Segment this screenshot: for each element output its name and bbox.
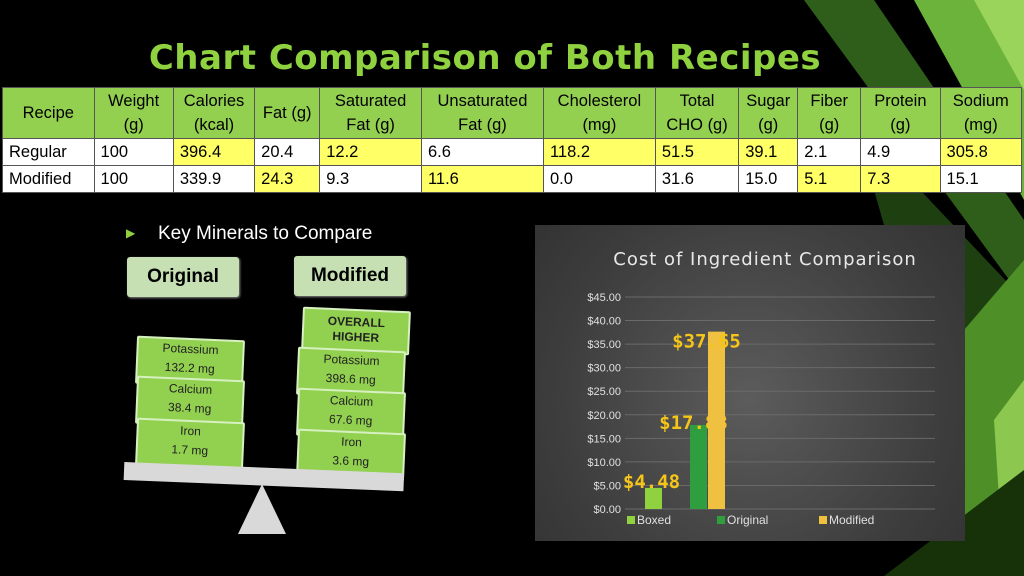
- table-cell: 20.4: [254, 138, 321, 166]
- table-cell: 396.4: [172, 138, 256, 166]
- original-label: Original: [127, 257, 239, 297]
- y-tick-label: $45.00: [587, 292, 621, 304]
- table-cell: 100: [93, 138, 174, 166]
- mineral-text: 38.4 mg: [167, 400, 212, 416]
- table-cell: 9.3: [319, 165, 422, 193]
- column-header: Calories (kcal): [172, 87, 256, 139]
- table-cell: 51.5: [654, 138, 740, 166]
- y-tick-label: $35.00: [587, 339, 621, 351]
- table-cell: 31.6: [654, 165, 740, 193]
- chart-title: Cost of Ingredient Comparison: [613, 249, 917, 270]
- legend-entry: Boxed: [637, 513, 671, 527]
- bar-original: [690, 425, 707, 509]
- column-header: Total CHO (g): [654, 87, 740, 139]
- table-cell: 11.6: [420, 165, 544, 193]
- mineral-text: HIGHER: [332, 328, 380, 346]
- legend-swatch: [717, 516, 725, 524]
- column-header: Unsaturated Fat (g): [420, 87, 544, 139]
- bar-modified: [708, 331, 725, 509]
- bar-boxed: [645, 487, 662, 509]
- table-cell: 15.0: [738, 165, 799, 193]
- table-cell: 24.3: [254, 165, 321, 193]
- y-tick-label: $15.00: [587, 433, 621, 445]
- legend-swatch: [627, 516, 635, 524]
- scale-fulcrum: [238, 484, 286, 534]
- column-header: Sodium (mg): [939, 87, 1023, 139]
- data-label-modified: $37.65: [672, 331, 741, 353]
- column-header: Sugar (g): [738, 87, 799, 139]
- y-tick-label: $40.00: [587, 316, 621, 328]
- bullet-arrow-icon: ▶: [126, 226, 136, 240]
- mineral-text: 1.7 mg: [171, 442, 209, 458]
- y-tick-label: $20.00: [587, 410, 621, 422]
- legend-swatch: [819, 516, 827, 524]
- column-header: Cholesterol (mg): [542, 87, 656, 139]
- y-tick-label: $0.00: [593, 504, 621, 516]
- legend-entry: Modified: [829, 513, 874, 527]
- modified-label: Modified: [294, 256, 406, 296]
- table-row-modified: Modified 100 339.9 24.3 9.3 11.6 0.0 31.6 15.0 5.…: [2, 165, 1023, 193]
- table-cell: 15.1: [939, 165, 1023, 193]
- table-cell: 305.8: [939, 138, 1023, 166]
- table-cell: 4.9: [860, 138, 941, 166]
- table-cell: 39.1: [738, 138, 799, 166]
- table-cell: 339.9: [172, 165, 256, 193]
- table-cell: 12.2: [319, 138, 422, 166]
- cost-chart-panel: Cost of Ingredient Comparison $0.00 $5.00 $…: [535, 225, 965, 541]
- y-tick-label: $25.00: [587, 386, 621, 398]
- data-label-boxed: $4.48: [623, 471, 680, 493]
- column-header: Protein (g): [860, 87, 941, 139]
- y-tick-label: $30.00: [587, 363, 621, 375]
- table-header-row: Recipe Weight (g) Calories (kcal) Fat (g) Sa…: [2, 87, 1023, 139]
- table-cell: 2.1: [797, 138, 862, 166]
- cost-bar-chart: Cost of Ingredient Comparison$0.00$5.00$…: [587, 249, 935, 527]
- slide-title: Chart Comparison of Both Recipes: [148, 38, 822, 78]
- minerals-heading: Key Minerals to Compare: [158, 223, 373, 244]
- column-header: Recipe: [2, 87, 95, 139]
- column-header: Fiber (g): [797, 87, 862, 139]
- table-cell: 7.3: [860, 165, 941, 193]
- table-cell: 6.6: [420, 138, 544, 166]
- y-tick-label: $5.00: [593, 480, 621, 492]
- legend-entry: Original: [727, 513, 768, 527]
- column-header: Fat (g): [254, 87, 321, 139]
- table-cell: 0.0: [542, 165, 656, 193]
- column-header: Weight (g): [93, 87, 174, 139]
- table-row-regular: Regular 100 396.4 20.4 12.2 6.6 118.2 51.5 39.1 2…: [2, 138, 1023, 166]
- table-cell: 100: [93, 165, 174, 193]
- column-header: Saturated Fat (g): [319, 87, 422, 139]
- nutrition-comparison-table: Recipe Weight (g) Calories (kcal) Fat (g) Sa…: [2, 87, 1023, 193]
- table-cell: Regular: [2, 138, 95, 166]
- table-cell: 5.1: [797, 165, 862, 193]
- table-cell: 118.2: [542, 138, 656, 166]
- y-tick-label: $10.00: [587, 457, 621, 469]
- table-cell: Modified: [2, 165, 95, 193]
